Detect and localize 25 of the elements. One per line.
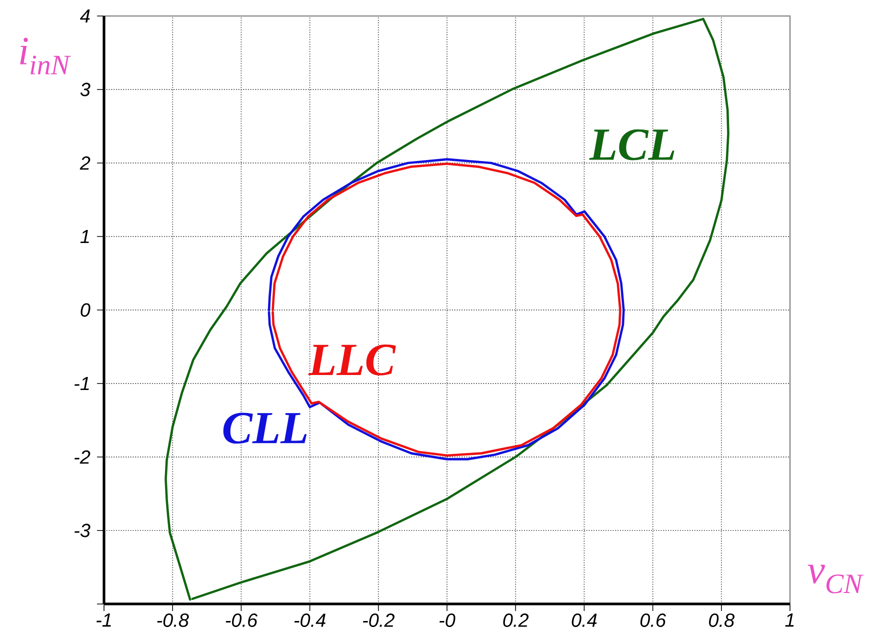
x-axis-title: v$_{CN}$ [808, 564, 864, 594]
x-tick-label: 0.2 [503, 614, 529, 627]
x-tick-label: -0.2 [363, 614, 394, 627]
line-series [164, 18, 730, 601]
y-tick-label: 4 [80, 9, 90, 23]
x-tick-label: -0.4 [294, 614, 326, 627]
series-label: CLL [223, 412, 307, 444]
y-tick-label: -1 [74, 376, 89, 390]
x-tick-label: 1 [785, 614, 794, 627]
y-tick-label: 2 [80, 156, 90, 170]
x-tick-label: -1 [96, 614, 111, 627]
x-tick-label: 0.8 [709, 614, 734, 627]
x-tick-label: 0.4 [572, 614, 597, 627]
y-axis-title: i$_{inN}$ [20, 38, 71, 74]
series-label: LCL [589, 129, 674, 160]
x-tick-label: 0.6 [640, 614, 666, 627]
y-tick-label: -2 [74, 450, 90, 464]
y-tick-label: -3 [74, 524, 90, 538]
y-tick-label: 1 [80, 230, 89, 244]
series-label: LLC [308, 344, 396, 376]
x-tick-label: -0.8 [157, 614, 189, 627]
x-tick-label: -0.6 [226, 614, 258, 627]
y-tick-label: 3 [80, 82, 90, 96]
y-tick-label: 0 [80, 303, 90, 317]
x-tick-label: -0 [440, 614, 456, 627]
